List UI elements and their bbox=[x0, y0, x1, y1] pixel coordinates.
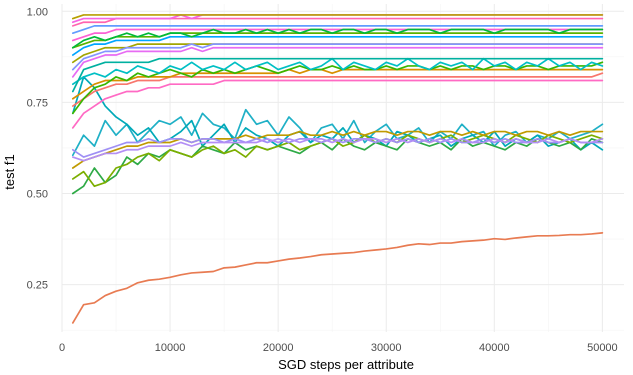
y-tick-label: 0.75 bbox=[27, 97, 48, 109]
series-line-14 bbox=[71, 57, 604, 93]
y-tick-label: 0.25 bbox=[27, 280, 48, 292]
series-line-13 bbox=[71, 57, 604, 86]
series-lines bbox=[71, 14, 604, 324]
series-line-5 bbox=[71, 134, 604, 188]
series-line-1 bbox=[71, 232, 604, 324]
series-line-20 bbox=[71, 25, 604, 35]
series-line-9 bbox=[71, 79, 604, 129]
y-tick-label: 1.00 bbox=[27, 6, 48, 18]
y-axis-title: test f1 bbox=[2, 154, 17, 189]
series-line-11 bbox=[71, 68, 604, 100]
x-tick-label: 10000 bbox=[155, 342, 186, 354]
x-axis-title: SGD steps per attribute bbox=[278, 357, 414, 372]
series-line-21 bbox=[71, 17, 604, 27]
grid bbox=[61, 4, 624, 332]
series-line-4 bbox=[71, 137, 604, 195]
tick-labels: 0 10000 20000 30000 40000 50000 0.25 0.50 0.75 1.… bbox=[27, 6, 618, 354]
x-tick-label: 30000 bbox=[371, 342, 402, 354]
series-line-10 bbox=[71, 72, 604, 107]
series-line-2 bbox=[71, 108, 604, 157]
series-line-16 bbox=[71, 43, 604, 64]
series-line-23 bbox=[71, 14, 604, 20]
series-line-15 bbox=[71, 46, 604, 78]
series-line-17 bbox=[71, 35, 604, 56]
x-tick-label: 20000 bbox=[263, 342, 294, 354]
y-tick-label: 0.50 bbox=[27, 189, 48, 201]
x-tick-label: 40000 bbox=[479, 342, 510, 354]
series-line-8 bbox=[71, 137, 604, 162]
x-tick-label: 0 bbox=[59, 342, 65, 354]
x-tick-label: 50000 bbox=[587, 342, 618, 354]
series-line-24 bbox=[71, 28, 604, 49]
series-line-25 bbox=[71, 43, 604, 71]
